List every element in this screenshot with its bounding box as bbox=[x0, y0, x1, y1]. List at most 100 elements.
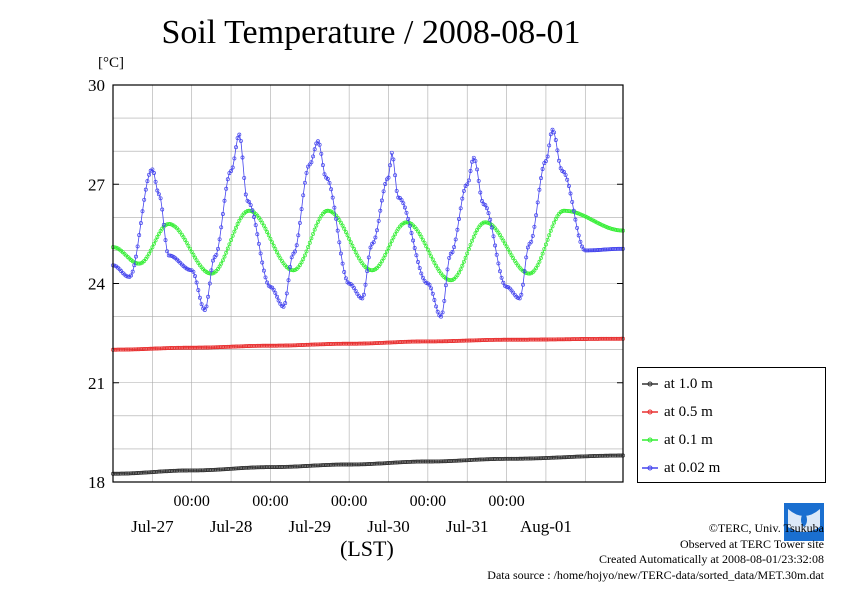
data-point bbox=[297, 220, 302, 225]
legend-label: at 0.1 m bbox=[664, 431, 713, 448]
data-point bbox=[475, 167, 480, 172]
data-point bbox=[473, 231, 478, 236]
data-point bbox=[509, 253, 514, 258]
data-point bbox=[265, 230, 270, 234]
x-time-tick-label: 00:00 bbox=[252, 493, 288, 510]
data-point bbox=[288, 265, 293, 269]
data-point bbox=[519, 292, 524, 297]
data-point bbox=[429, 254, 434, 259]
data-point bbox=[511, 256, 516, 261]
data-point bbox=[439, 314, 443, 319]
data-point bbox=[476, 178, 481, 183]
data-point bbox=[343, 276, 348, 281]
data-point bbox=[253, 223, 258, 228]
x-axis-label: (LST) bbox=[340, 536, 394, 561]
data-point bbox=[301, 257, 306, 262]
data-point bbox=[493, 243, 498, 248]
data-point bbox=[504, 244, 509, 249]
data-point bbox=[145, 254, 150, 259]
data-point bbox=[338, 251, 343, 256]
data-point bbox=[545, 154, 550, 159]
data-point bbox=[199, 302, 204, 307]
x-date-label: Jul-29 bbox=[289, 517, 332, 536]
data-point bbox=[202, 308, 207, 312]
data-point bbox=[494, 252, 499, 257]
x-date-label: Jul-30 bbox=[367, 517, 410, 536]
data-point bbox=[234, 145, 238, 150]
data-point bbox=[420, 275, 425, 280]
data-point bbox=[461, 259, 466, 264]
data-point bbox=[422, 240, 427, 245]
data-point bbox=[416, 229, 420, 234]
data-point bbox=[440, 310, 445, 315]
data-point bbox=[453, 237, 458, 242]
data-point bbox=[534, 213, 539, 218]
data-point bbox=[370, 268, 375, 273]
data-point bbox=[570, 199, 575, 204]
data-point bbox=[448, 278, 453, 283]
data-point bbox=[293, 249, 297, 254]
legend-swatch-002m bbox=[642, 465, 658, 471]
data-point bbox=[340, 261, 345, 266]
data-point bbox=[455, 227, 460, 232]
data-point bbox=[542, 247, 547, 252]
data-point bbox=[284, 291, 289, 296]
data-point bbox=[463, 255, 468, 260]
legend-swatch-01m bbox=[642, 437, 658, 443]
data-point bbox=[532, 224, 537, 229]
data-point bbox=[211, 258, 215, 263]
data-point bbox=[470, 238, 475, 243]
data-point bbox=[396, 195, 401, 200]
data-point bbox=[417, 266, 422, 271]
data-point bbox=[296, 233, 301, 238]
data-point bbox=[197, 295, 202, 300]
data-point bbox=[534, 266, 539, 271]
chart-title: Soil Temperature / 2008-08-01 bbox=[161, 14, 581, 51]
data-point bbox=[286, 278, 291, 283]
data-point bbox=[507, 250, 512, 255]
data-point bbox=[224, 250, 229, 255]
x-time-tick-label: 00:00 bbox=[488, 493, 524, 510]
data-point bbox=[537, 187, 542, 192]
data-point bbox=[345, 233, 350, 238]
data-point bbox=[573, 217, 578, 222]
data-point bbox=[132, 263, 137, 268]
data-point bbox=[263, 275, 268, 280]
series-at-0.02-m bbox=[111, 127, 625, 319]
data-point bbox=[450, 250, 455, 254]
data-point bbox=[366, 255, 371, 260]
data-point bbox=[138, 221, 143, 226]
data-point bbox=[160, 207, 165, 212]
data-point bbox=[466, 178, 471, 183]
data-point bbox=[248, 203, 253, 208]
data-point bbox=[565, 177, 570, 182]
data-point bbox=[571, 208, 576, 213]
legend-item-05m: at 0.5 m bbox=[642, 402, 713, 422]
legend-item-002m: at 0.02 m bbox=[642, 458, 720, 478]
data-point bbox=[393, 232, 398, 237]
data-point bbox=[320, 163, 325, 168]
data-point bbox=[181, 235, 186, 240]
data-point bbox=[335, 228, 340, 233]
data-point bbox=[502, 241, 507, 246]
data-point bbox=[243, 192, 248, 197]
data-point bbox=[237, 132, 242, 137]
data-point bbox=[427, 250, 432, 255]
data-point bbox=[194, 258, 199, 263]
data-point bbox=[393, 173, 398, 178]
data-point bbox=[137, 261, 142, 266]
data-point bbox=[529, 239, 534, 244]
data-point bbox=[471, 234, 476, 239]
data-point bbox=[312, 227, 317, 232]
data-point bbox=[457, 217, 461, 221]
data-point bbox=[527, 271, 532, 276]
data-point bbox=[214, 252, 219, 257]
x-date-label: Jul-28 bbox=[210, 517, 253, 536]
x-date-label: Aug-01 bbox=[520, 517, 572, 536]
data-point bbox=[434, 304, 439, 309]
data-point bbox=[165, 249, 170, 254]
legend-item-1m: at 1.0 m bbox=[642, 374, 713, 394]
data-point bbox=[488, 217, 493, 222]
data-point bbox=[530, 233, 535, 238]
